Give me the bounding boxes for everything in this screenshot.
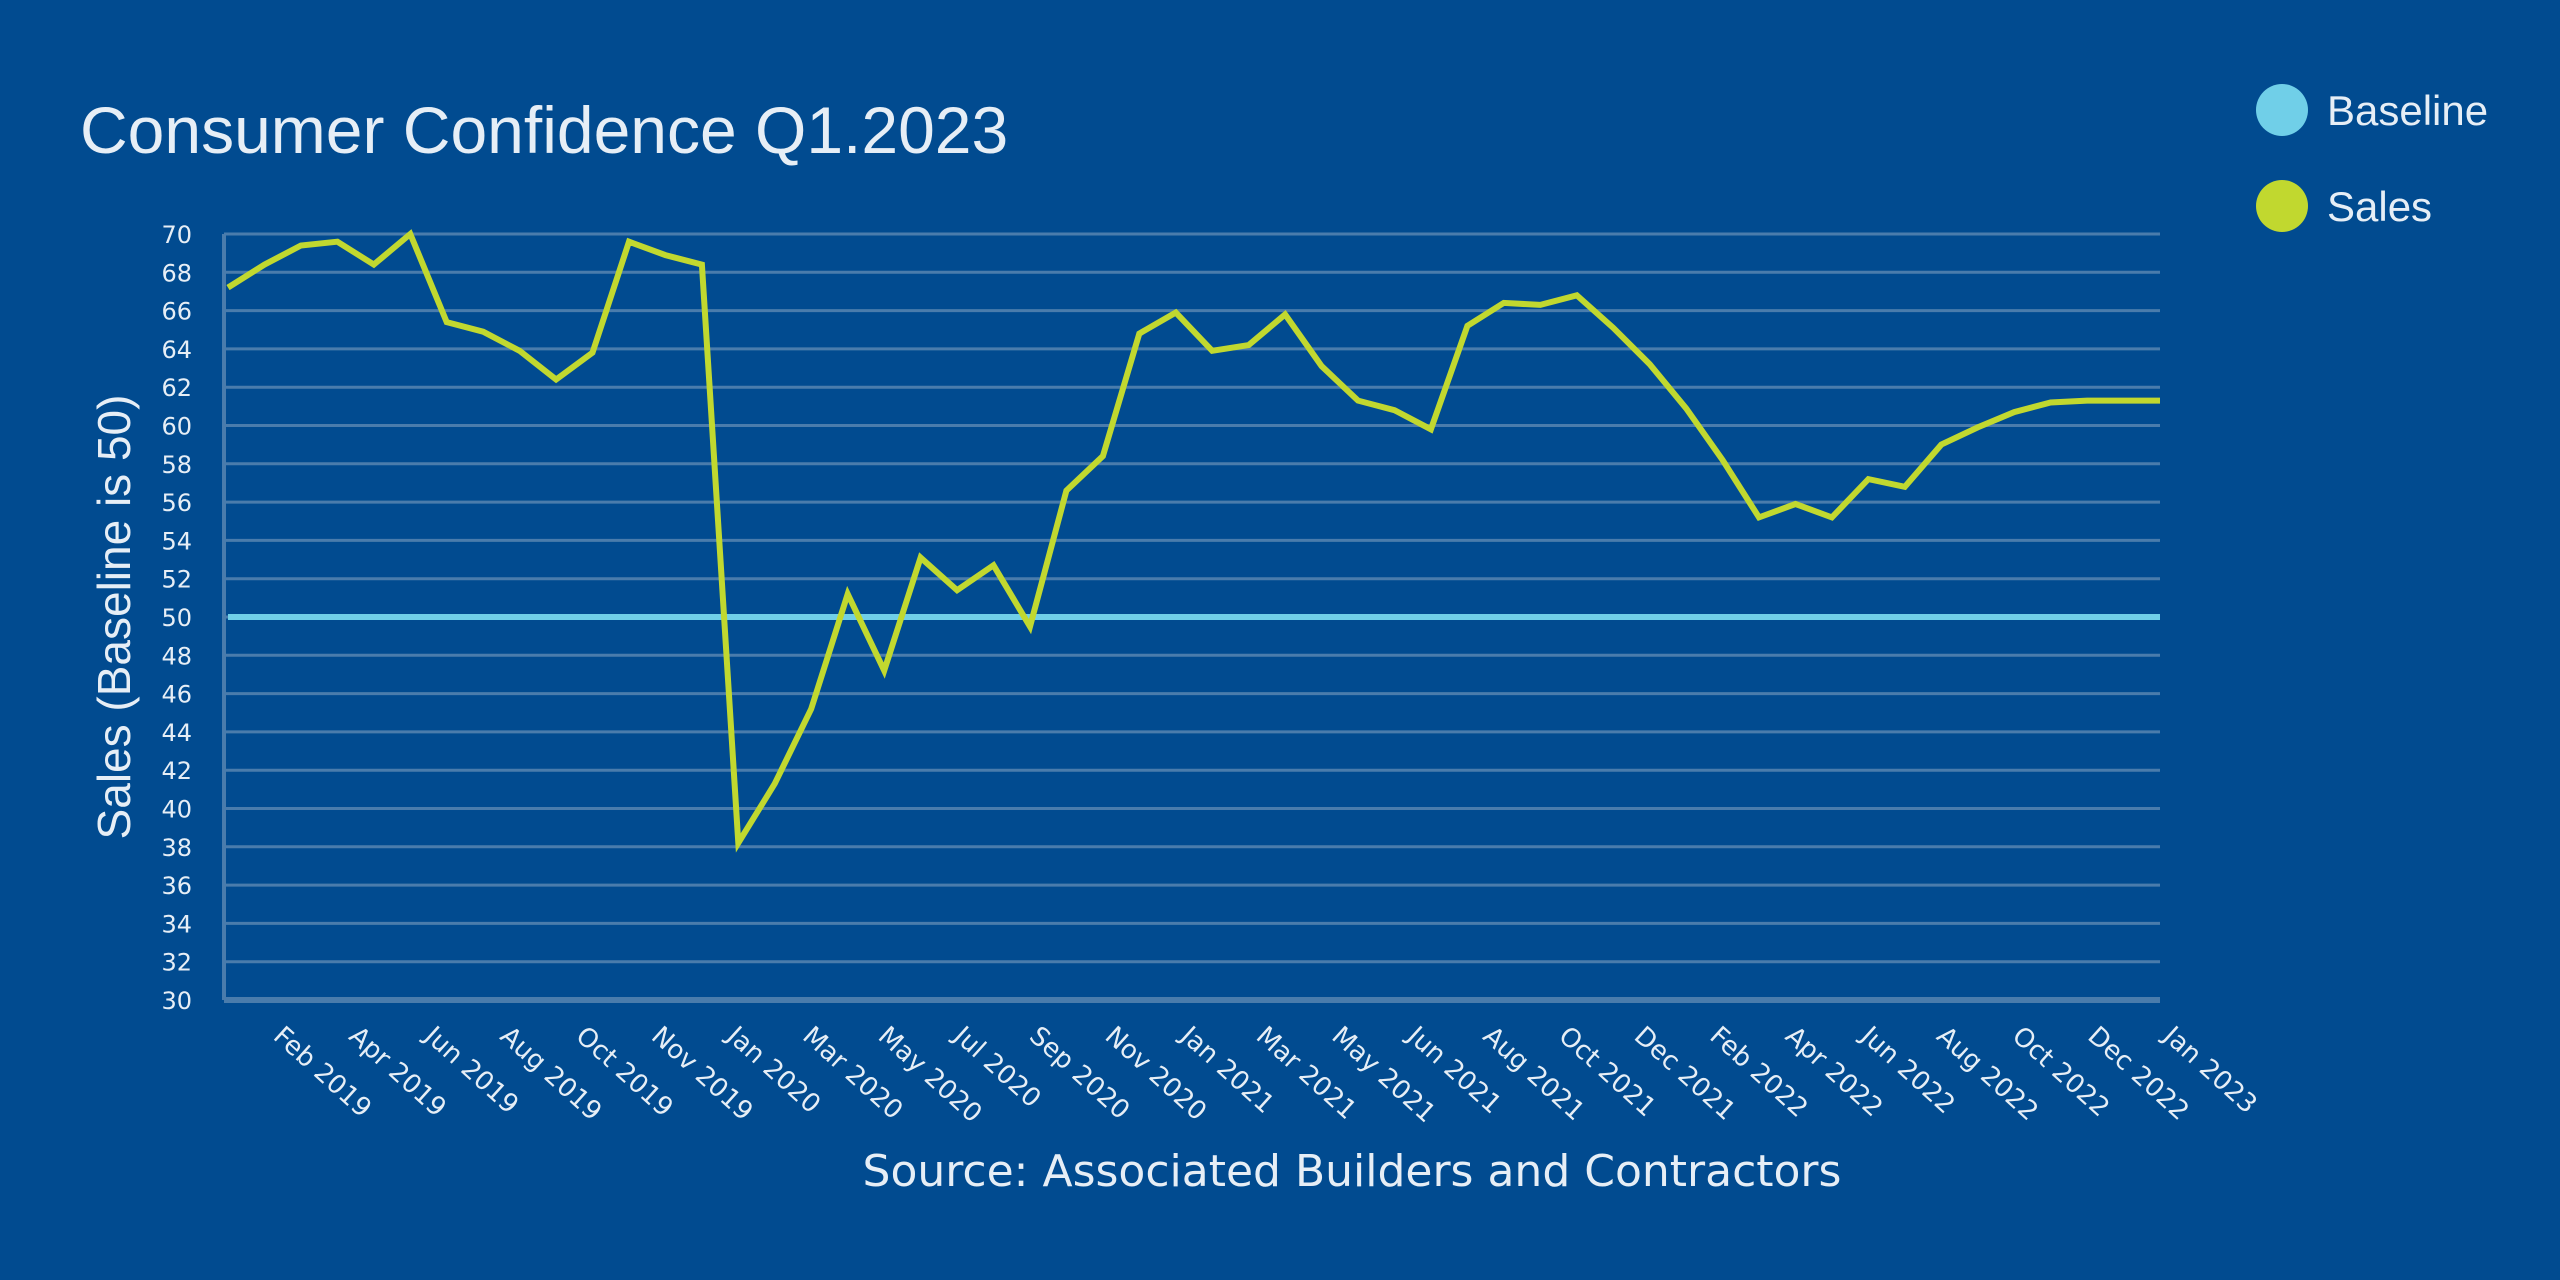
y-tick-label: 58 — [161, 451, 192, 479]
legend-label-baseline: Baseline — [2327, 87, 2488, 134]
y-tick-label: 66 — [161, 298, 192, 326]
y-tick-label: 50 — [161, 604, 192, 632]
y-tick-label: 34 — [161, 910, 192, 938]
y-axis-label: Sales (Baseline is 50) — [88, 395, 140, 840]
y-tick-label: 62 — [161, 374, 192, 402]
y-axis-ticks: 30 32 34 36 38 40 42 44 46 48 50 52 54 56 58 60 62 64 66 68… — [161, 221, 192, 1015]
y-tick-label: 48 — [161, 642, 192, 670]
y-tick-label: 38 — [161, 834, 192, 862]
legend-label-sales: Sales — [2327, 183, 2432, 230]
source-label: Source: Associated Builders and Contract… — [863, 1146, 1842, 1197]
y-tick-label: 68 — [161, 259, 192, 287]
y-tick-label: 42 — [161, 757, 192, 785]
y-tick-label: 54 — [161, 527, 192, 555]
series-lines — [226, 229, 2160, 853]
y-tick-label: 56 — [161, 489, 192, 517]
y-tick-label: 64 — [161, 336, 192, 364]
y-tick-label: 40 — [161, 796, 192, 824]
y-tick-label: 36 — [161, 872, 192, 900]
y-tick-label: 60 — [161, 413, 192, 441]
y-tick-label: 70 — [161, 221, 192, 249]
legend: Baseline Sales — [2256, 84, 2488, 232]
legend-marker-sales — [2256, 180, 2308, 232]
legend-marker-baseline — [2256, 84, 2308, 136]
series-line-sales — [226, 229, 2160, 853]
y-tick-label: 46 — [161, 681, 192, 709]
y-tick-label: 44 — [161, 719, 192, 747]
chart-title: Consumer Confidence Q1.2023 — [80, 93, 1008, 167]
y-tick-label: 52 — [161, 566, 192, 594]
y-tick-label: 32 — [161, 949, 192, 977]
y-tick-label: 30 — [161, 987, 192, 1015]
